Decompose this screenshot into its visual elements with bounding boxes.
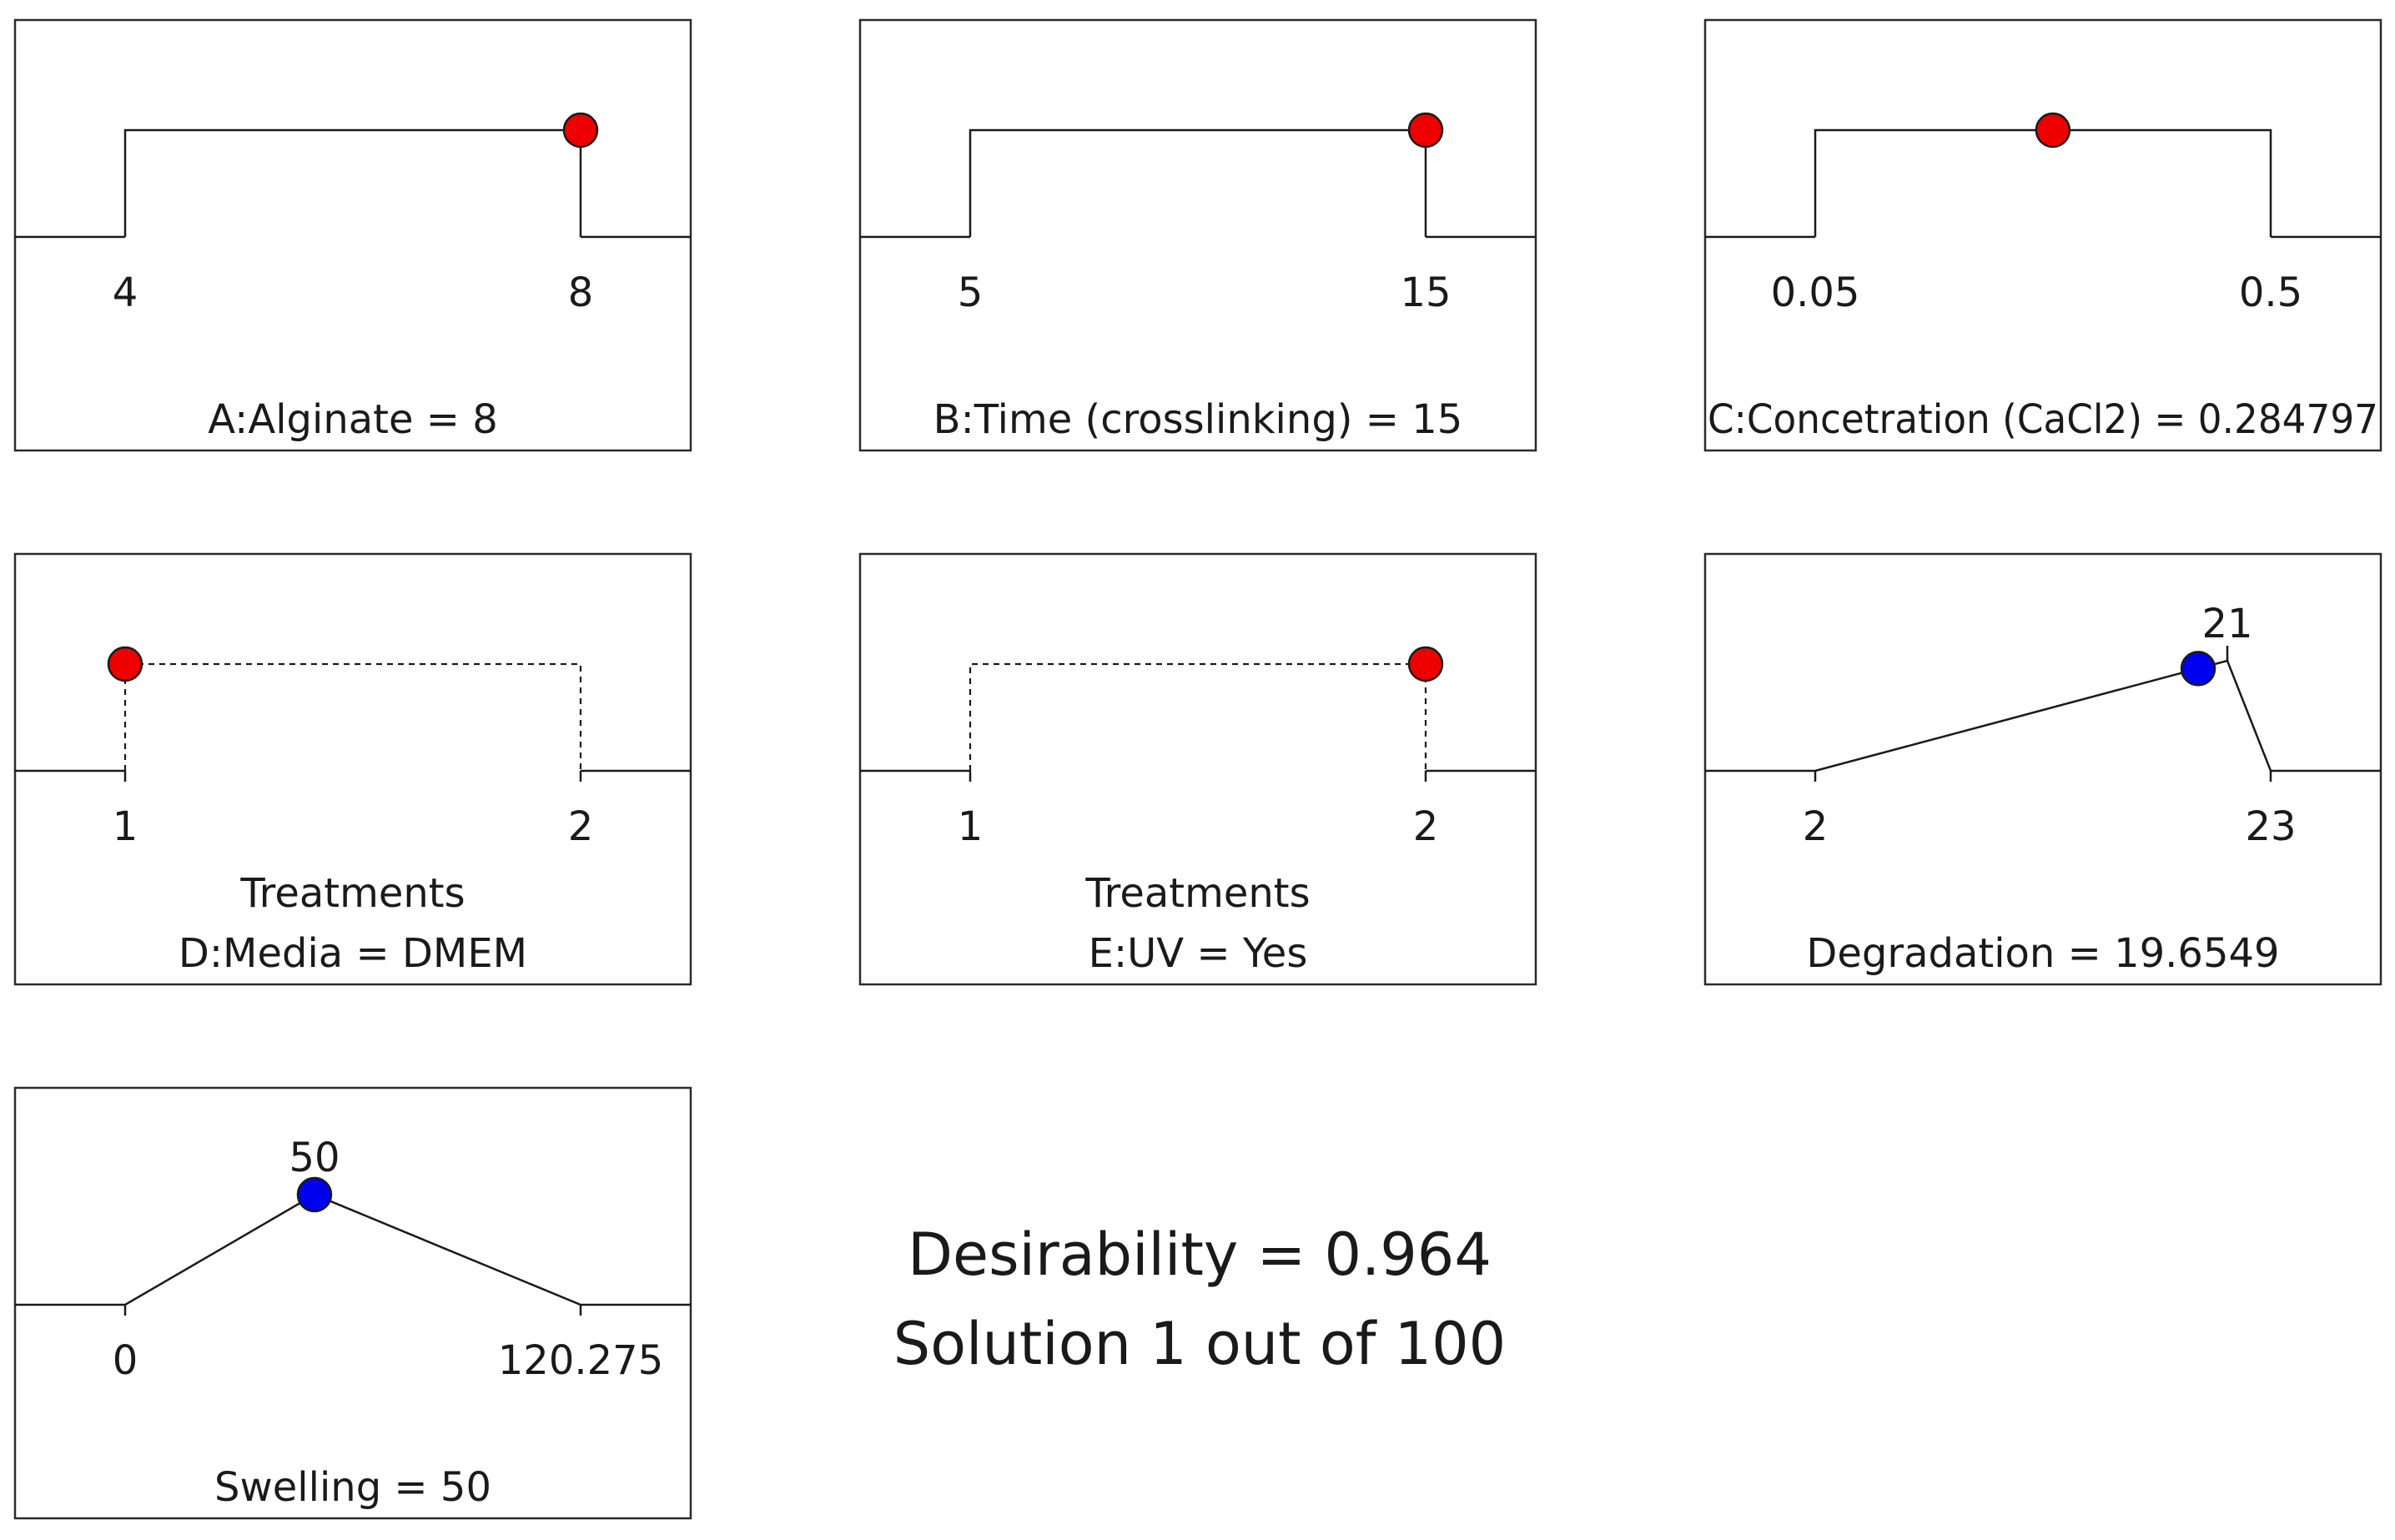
ramp-panel-e-uv: 1 2 Treatments E:UV = Yes bbox=[858, 552, 1537, 986]
target-label: 50 bbox=[289, 1135, 340, 1181]
high-tick-label: 8 bbox=[568, 269, 594, 316]
factor-range-plateau bbox=[123, 128, 582, 237]
factor-setting-point bbox=[562, 112, 599, 148]
factor-range-plateau bbox=[969, 128, 1427, 237]
solution-text: Solution 1 out of 100 bbox=[893, 1310, 1506, 1378]
panel-label: Degradation = 19.6549 bbox=[1806, 930, 2279, 977]
low-tick-label: 1 bbox=[958, 803, 984, 850]
panel-label: C:Concetration (CaCl2) = 0.284797 bbox=[1708, 396, 2378, 443]
factor-setting-point bbox=[1407, 646, 1444, 682]
low-tick-label: 0.05 bbox=[1771, 269, 1860, 316]
response-value-point bbox=[296, 1176, 333, 1213]
low-tick-label: 0 bbox=[113, 1337, 138, 1384]
factor-setting-point bbox=[107, 646, 143, 682]
panel-frame bbox=[13, 1086, 692, 1520]
panel-sublabel: Treatments bbox=[1084, 870, 1310, 917]
panel-frame bbox=[1703, 552, 2382, 986]
ramp-panel-b-time-crosslinking: 5 15 B:Time (crosslinking) = 15 bbox=[858, 18, 1537, 452]
ramp-panel-swelling: 50 0 120.275 Swelling = 50 bbox=[13, 1086, 692, 1520]
ramp-panel-degradation: 21 2 23 Degradation = 19.6549 bbox=[1703, 552, 2382, 986]
ramp-panels: 4 8 A:Alginate = 8 5 15 B:Time (crosslinking)… bbox=[13, 18, 2382, 1520]
high-tick-label: 2 bbox=[568, 803, 594, 850]
high-tick-label: 2 bbox=[1413, 803, 1439, 850]
ramp-panel-d-media: 1 2 Treatments D:Media = DMEM bbox=[13, 552, 692, 986]
target-label: 21 bbox=[2201, 601, 2252, 647]
panel-frame bbox=[858, 18, 1537, 452]
panel-label: E:UV = Yes bbox=[1089, 930, 1308, 977]
ramp-panel-c-concetration-cacl2: 0.05 0.5 C:Concetration (CaCl2) = 0.284797 bbox=[1703, 18, 2382, 452]
low-tick-label: 5 bbox=[958, 269, 984, 316]
panel-frame bbox=[13, 18, 692, 452]
ramp-panel-a-alginate: 4 8 A:Alginate = 8 bbox=[13, 18, 692, 452]
factor-setting-point bbox=[2035, 112, 2071, 148]
panel-label: B:Time (crosslinking) = 15 bbox=[933, 396, 1463, 443]
high-tick-label: 120.275 bbox=[498, 1337, 664, 1384]
panel-label: Swelling = 50 bbox=[214, 1464, 491, 1511]
panel-label: A:Alginate = 8 bbox=[208, 396, 498, 443]
low-tick-label: 1 bbox=[113, 803, 138, 850]
high-tick-label: 23 bbox=[2245, 803, 2296, 850]
panel-frame bbox=[858, 552, 1537, 986]
low-tick-label: 2 bbox=[1803, 803, 1829, 850]
high-tick-label: 15 bbox=[1400, 269, 1451, 316]
panel-frame bbox=[13, 552, 692, 986]
panel-frame bbox=[1703, 18, 2382, 452]
panel-label: D:Media = DMEM bbox=[179, 930, 527, 977]
low-tick-label: 4 bbox=[113, 269, 138, 316]
response-value-point bbox=[2180, 651, 2216, 687]
high-tick-label: 0.5 bbox=[2239, 269, 2302, 316]
panel-sublabel: Treatments bbox=[239, 870, 465, 917]
factor-setting-point bbox=[1407, 112, 1444, 148]
desirability-text: Desirability = 0.964 bbox=[908, 1220, 1492, 1289]
